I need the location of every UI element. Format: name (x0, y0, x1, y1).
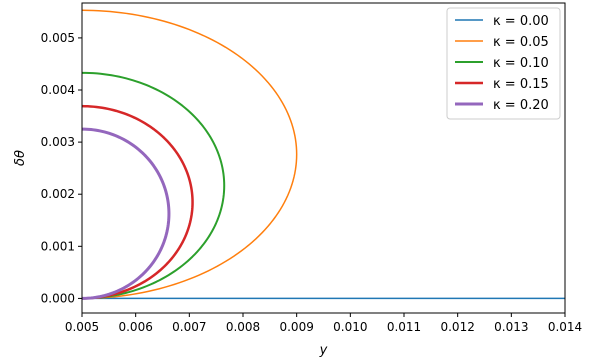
series-line-2 (82, 71, 226, 300)
x-tick-label-7: 0.012 (440, 320, 474, 334)
y-tick-label-3: 0.003 (41, 135, 75, 149)
legend-box (446, 7, 561, 120)
y-axis: 0.000 0.001 0.002 0.003 0.004 0.005 (41, 31, 82, 305)
legend: κ = 0.00 κ = 0.05 κ = 0.10 κ = 0.15 κ = 0.20 (446, 7, 561, 120)
x-tick-label-9: 0.014 (548, 320, 582, 334)
series-line-4 (82, 127, 171, 300)
legend-label-3: κ = 0.15 (493, 77, 549, 92)
series-line-3 (82, 104, 194, 300)
x-axis-label: y (319, 343, 328, 358)
x-tick-label-4: 0.009 (279, 320, 313, 334)
x-tick-label-1: 0.006 (118, 320, 152, 334)
legend-label-1: κ = 0.05 (493, 35, 549, 50)
y-tick-label-5: 0.005 (41, 31, 75, 45)
series-layer (82, 9, 565, 300)
x-axis: 0.005 0.006 0.007 0.008 0.009 0.010 0.011 0.012… (65, 313, 582, 334)
y-tick-label-1: 0.001 (41, 239, 75, 253)
x-tick-label-2: 0.007 (172, 320, 206, 334)
x-tick-label-3: 0.008 (226, 320, 260, 334)
x-tick-label-5: 0.010 (333, 320, 367, 334)
x-tick-label-6: 0.011 (387, 320, 421, 334)
y-tick-label-4: 0.004 (41, 83, 75, 97)
x-tick-label-8: 0.013 (494, 320, 528, 334)
legend-label-0: κ = 0.00 (493, 14, 549, 29)
y-tick-label-0: 0.000 (41, 291, 75, 305)
plot-frame (81, 2, 566, 314)
series-line-1 (82, 9, 298, 300)
y-axis-label: δθ (13, 150, 28, 166)
x-tick-label-0: 0.005 (65, 320, 99, 334)
y-tick-label-2: 0.002 (41, 187, 75, 201)
legend-label-4: κ = 0.20 (493, 98, 549, 113)
legend-label-2: κ = 0.10 (493, 56, 549, 71)
